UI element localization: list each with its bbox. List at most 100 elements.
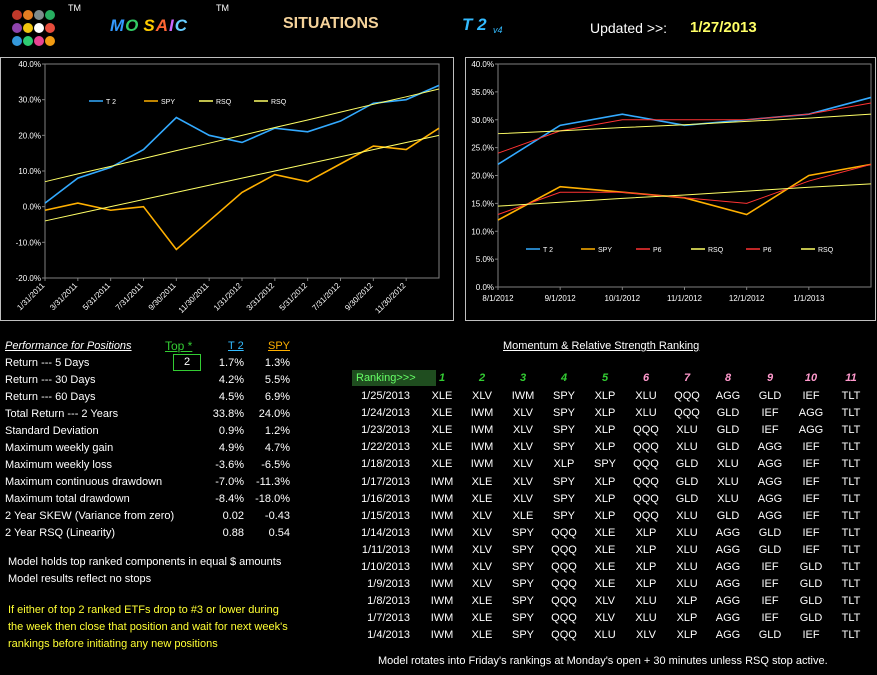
legend-label: RSQ: [818, 247, 834, 254]
logo-dot: [45, 10, 55, 20]
ranking-cell: QQQ: [633, 509, 659, 522]
ranking-cell: QQQ: [633, 441, 659, 454]
perf-row-label: Return --- 5 Days: [5, 357, 90, 369]
y-tick-label: 0.0%: [476, 283, 494, 292]
logo-dot: [23, 36, 33, 46]
ranking-row-date: 1/10/2013: [361, 561, 410, 573]
ranking-cell: XLV: [472, 543, 492, 556]
ranking-cell: XLU: [676, 526, 698, 539]
ranking-cell: TLT: [841, 526, 861, 539]
logo-dot: [34, 23, 44, 33]
plot-area: [44, 63, 440, 279]
ranking-cell: XLU: [635, 595, 657, 608]
ranking-cell: SPY: [511, 595, 534, 608]
legend-label: P6: [763, 247, 772, 254]
ranking-column-header: 5: [601, 372, 609, 384]
ranking-cell: IEF: [802, 543, 820, 556]
series-line: [497, 113, 872, 135]
ranking-cell: XLE: [431, 458, 453, 471]
ranking-cell: GLD: [799, 595, 823, 608]
ranking-cell: XLE: [594, 561, 616, 573]
ranking-cell: IWM: [430, 595, 454, 608]
ranking-cell: XLU: [676, 578, 698, 591]
ranking-cell: XLE: [431, 441, 453, 454]
ranking-cell: QQQ: [633, 424, 659, 437]
top-count-input[interactable]: 2: [173, 354, 201, 371]
ranking-cell: AGG: [715, 578, 741, 591]
ranking-cell: AGG: [715, 390, 741, 402]
ranking-cell: GLD: [716, 509, 740, 522]
legend-label: SPY: [161, 99, 175, 106]
x-tick-label: 1/31/2011: [15, 281, 46, 312]
ranking-cell: QQQ: [551, 578, 577, 591]
ranking-cell: AGG: [757, 458, 783, 471]
ranking-cell: TLT: [841, 509, 861, 522]
ranking-cell: TLT: [841, 390, 861, 402]
ranking-cell: AGG: [757, 475, 783, 488]
ranking-cell: XLV: [513, 492, 533, 505]
y-tick-label: 15.0%: [471, 199, 494, 208]
logo-dot: [45, 23, 55, 33]
ranking-cell: XLE: [431, 390, 453, 402]
ranking-column-header: 3: [519, 372, 527, 384]
chart-panel-recent: 0.0% 5.0% 10.0% 15.0% 20.0% 25.0% 30.0% 35.0% 40…: [465, 57, 876, 321]
ranking-cell: QQQ: [551, 595, 577, 608]
perf-row-label: Return --- 30 Days: [5, 374, 96, 386]
x-tick-label: 9/30/2011: [147, 281, 178, 312]
series-line: [44, 88, 440, 183]
y-tick-label: 20.0%: [471, 172, 494, 181]
x-tick-label: 7/31/2011: [114, 281, 145, 312]
ranking-header-label: Ranking>>>: [356, 372, 416, 384]
perf-row-t2: 0.88: [222, 527, 244, 539]
ranking-cell: XLU: [635, 612, 657, 625]
ranking-cell: IEF: [761, 578, 779, 591]
ranking-cell: SPY: [552, 390, 575, 402]
updated-date: 1/27/2013: [690, 19, 757, 36]
ranking-cell: IWM: [430, 526, 454, 539]
situations-title: SITUATIONS: [283, 15, 379, 32]
logo-dot: [12, 10, 22, 20]
series-line: [497, 163, 872, 221]
ranking-cell: GLD: [675, 475, 699, 488]
ranking-cell: XLV: [472, 526, 492, 539]
ranking-cell: SPY: [593, 458, 616, 471]
legend-label: RSQ: [708, 247, 724, 254]
perf-row-spy: 1.2%: [264, 425, 290, 437]
brand-letter: C: [174, 16, 189, 35]
footer-note: Model rotates into Friday's rankings at …: [378, 655, 828, 667]
perf-row-t2: 33.8%: [212, 408, 244, 420]
legend-label: RSQ: [216, 99, 232, 106]
logo-dot: [45, 36, 55, 46]
ranking-cell: IWM: [430, 475, 454, 488]
ranking-cell: IEF: [802, 458, 820, 471]
brand-letter: I: [169, 16, 175, 35]
ranking-cell: SPY: [552, 407, 575, 420]
x-tick-label: 12/1/2012: [729, 294, 765, 303]
ranking-cell: GLD: [675, 492, 699, 505]
trademark-mark: TM: [216, 3, 229, 13]
perf-row-label: Return --- 60 Days: [5, 391, 96, 403]
ranking-cell: TLT: [841, 492, 861, 505]
ranking-cell: XLV: [595, 595, 615, 608]
perf-row-t2: -7.0%: [215, 476, 244, 488]
ranking-cell: XLP: [594, 475, 616, 488]
ranking-cell: IWM: [511, 390, 535, 402]
ranking-cell: TLT: [841, 578, 861, 591]
ranking-cell: TLT: [841, 612, 861, 625]
ranking-column-header: 7: [683, 372, 691, 384]
ranking-cell: GLD: [716, 424, 740, 437]
ranking-cell: XLU: [717, 475, 739, 488]
ranking-cell: IWM: [470, 407, 494, 420]
x-tick-label: 3/31/2012: [245, 281, 277, 313]
ranking-cell: XLE: [594, 526, 616, 539]
ranking-cell: IEF: [802, 492, 820, 505]
brand-letter: A: [155, 16, 170, 35]
plot-area: [497, 63, 872, 288]
ranking-cell: IEF: [802, 629, 820, 642]
ranking-cell: IWM: [430, 629, 454, 642]
note-no-stops: Model results reflect no stops: [8, 573, 152, 585]
ranking-cell: XLE: [594, 543, 616, 556]
perf-row-spy: -18.0%: [255, 493, 290, 505]
perf-row-label: Total Return --- 2 Years: [5, 408, 119, 420]
x-tick-label: 3/31/2011: [48, 281, 79, 312]
